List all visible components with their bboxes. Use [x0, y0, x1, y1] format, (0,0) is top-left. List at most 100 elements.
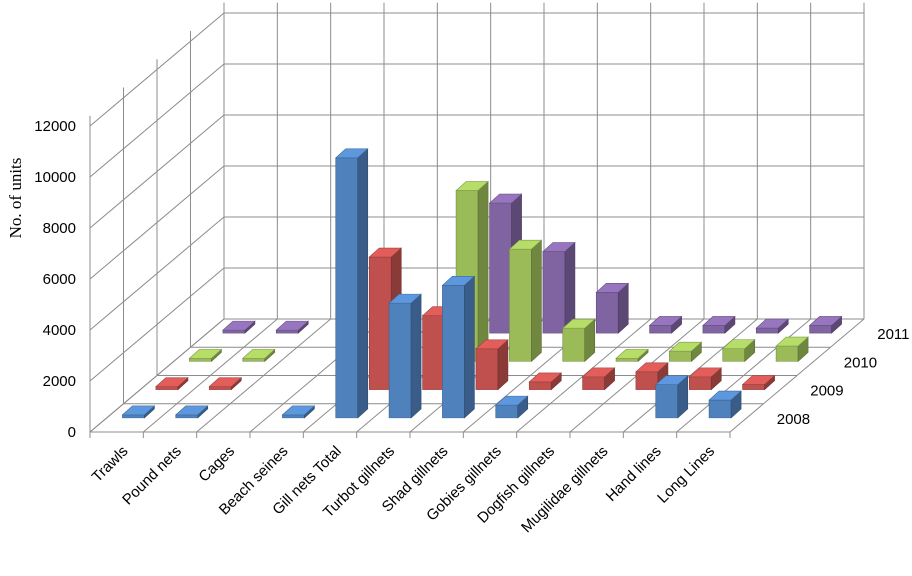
- bar-front: [595, 292, 619, 334]
- bar-front: [175, 414, 199, 419]
- bar-top: [654, 375, 689, 386]
- bar-2010: [508, 239, 543, 363]
- floor-line: [196, 318, 331, 433]
- bar-front: [655, 384, 679, 419]
- bar-2011: [222, 320, 256, 334]
- bar-front: [542, 251, 566, 334]
- y-tick-label: 2000: [43, 373, 76, 390]
- x-tick-label: Cages: [195, 443, 238, 486]
- bar-side: [410, 293, 422, 419]
- bar-top: [275, 320, 310, 331]
- bar-2008: [494, 395, 529, 419]
- bar-top: [174, 405, 209, 416]
- bar-top: [755, 318, 790, 329]
- bar-top: [688, 367, 723, 378]
- bar-top: [528, 372, 563, 383]
- bar-front: [275, 329, 299, 334]
- bar-front: [509, 248, 532, 362]
- bar-top: [561, 318, 596, 329]
- bar-top: [121, 405, 156, 416]
- bar-front: [755, 327, 779, 334]
- bar-2010: [615, 348, 649, 363]
- bar-2011: [542, 241, 576, 334]
- bar-top: [494, 395, 529, 406]
- bar-top: [441, 275, 476, 286]
- bar-front: [582, 376, 605, 390]
- bar-2010: [241, 348, 276, 363]
- bar-top: [615, 349, 649, 359]
- bar-front: [702, 325, 726, 334]
- bar-side: [531, 239, 542, 363]
- bar-front: [475, 348, 499, 390]
- series-label: 2008: [777, 411, 810, 428]
- bar-top: [808, 316, 843, 326]
- bar-2008: [708, 390, 742, 419]
- bar-front: [562, 327, 586, 362]
- bar-side: [357, 148, 369, 419]
- bar-2011: [595, 282, 630, 334]
- bar-front: [242, 358, 266, 362]
- bar-top: [508, 239, 543, 250]
- bar-front: [635, 371, 659, 390]
- bar-front: [122, 414, 145, 419]
- bar-top: [542, 242, 576, 252]
- bar-2008: [388, 293, 422, 419]
- bar-top: [155, 377, 189, 387]
- bar-2009: [208, 376, 243, 391]
- bar-top: [702, 316, 736, 326]
- bar-2010: [188, 348, 223, 363]
- bar-side: [464, 275, 475, 419]
- bar-front: [189, 358, 212, 362]
- bar-top: [708, 390, 742, 401]
- bar-2010: [775, 336, 809, 363]
- x-tick-label: Trawls: [89, 443, 132, 486]
- bar-top: [241, 349, 276, 359]
- bar-front: [688, 376, 712, 390]
- bar-2008: [121, 405, 156, 419]
- bar-top: [488, 193, 523, 204]
- bar-front: [615, 358, 639, 362]
- bar-front: [208, 386, 232, 390]
- series-label: 2011: [877, 326, 909, 343]
- bar-top: [648, 316, 683, 326]
- bar-front: [495, 404, 519, 419]
- bar-2009: [581, 367, 616, 391]
- bar-top: [635, 362, 669, 373]
- bar-top: [222, 320, 256, 331]
- bar-front: [809, 325, 832, 334]
- bar-front: [442, 284, 465, 419]
- bar-top: [581, 367, 616, 378]
- bar-top: [188, 349, 223, 359]
- bar-front: [155, 386, 179, 390]
- bar-2009: [155, 376, 189, 391]
- bar-2008: [334, 148, 369, 419]
- y-tick-label: 12000: [34, 118, 76, 135]
- bar-2008: [174, 405, 209, 419]
- x-tick-label: Long Lines: [654, 443, 718, 507]
- bar-2009: [635, 362, 669, 391]
- bar-2009: [688, 367, 723, 391]
- y-axis-label: No. of units: [6, 158, 25, 239]
- bar-top: [334, 148, 369, 159]
- bar-2008: [654, 375, 689, 419]
- bar-2009: [528, 372, 563, 391]
- bar-front: [222, 329, 246, 334]
- y-tick-label: 6000: [43, 271, 76, 288]
- bar-front: [669, 350, 692, 362]
- bar-2010: [561, 318, 596, 363]
- chart-bars: [121, 148, 843, 419]
- bar-front: [368, 256, 392, 390]
- bar-top: [775, 336, 809, 347]
- bar-2008: [281, 405, 316, 419]
- y-tick-label: 4000: [43, 322, 76, 339]
- bar-2011: [275, 320, 310, 334]
- bar-front: [775, 345, 799, 362]
- bar-front: [528, 381, 552, 390]
- bar-2010: [668, 341, 703, 363]
- bar-front: [722, 348, 746, 362]
- bar-2009: [475, 339, 509, 391]
- bar-front: [335, 157, 359, 419]
- bar-top: [721, 339, 756, 349]
- bar-2011: [755, 318, 790, 334]
- bar-top: [595, 283, 630, 293]
